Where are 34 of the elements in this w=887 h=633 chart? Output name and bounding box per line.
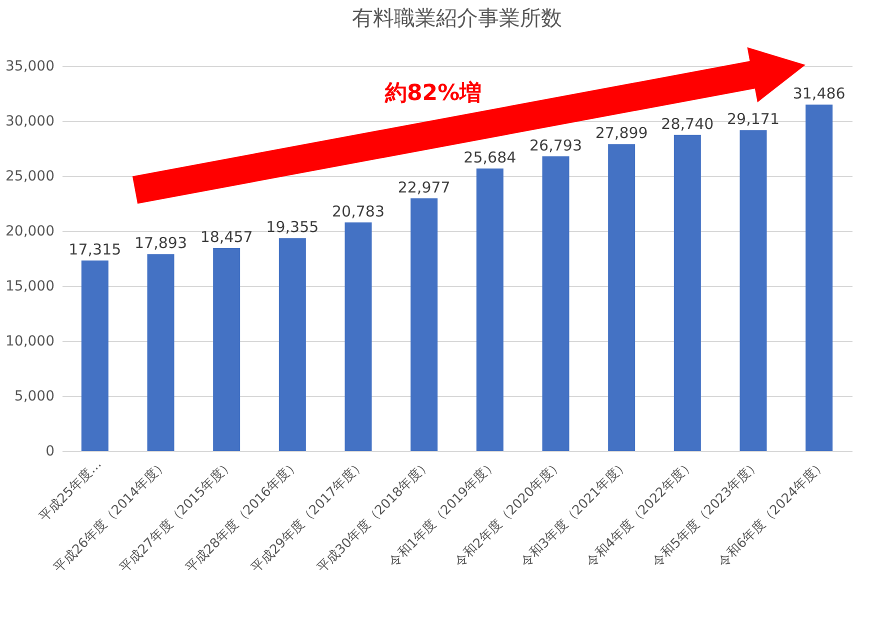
bar: [476, 168, 504, 451]
y-tick-label: 35,000: [6, 58, 54, 74]
data-label: 17,893: [134, 234, 187, 252]
bar: [147, 254, 174, 451]
bar: [81, 260, 108, 451]
bar: [410, 198, 438, 451]
data-label: 27,899: [595, 124, 648, 142]
data-label: 17,315: [68, 240, 122, 259]
data-label: 22,977: [398, 178, 450, 196]
data-label: 19,355: [266, 218, 319, 236]
annotation: 約82%増: [385, 81, 482, 106]
bar: [674, 134, 701, 451]
data-label: 29,171: [727, 110, 780, 128]
bar: [278, 238, 306, 451]
y-tick-label: 5,000: [14, 388, 54, 404]
bar: [740, 130, 767, 451]
bar: [608, 144, 636, 451]
data-label: 20,783: [332, 202, 384, 220]
y-tick-label: 30,000: [6, 114, 54, 130]
bar: [542, 156, 570, 451]
data-label: 25,684: [464, 148, 516, 166]
bar: [213, 248, 240, 451]
y-tick-label: 20,000: [6, 224, 54, 240]
data-label: 28,740: [661, 114, 714, 133]
bar: [806, 104, 833, 451]
data-label: 18,457: [200, 228, 253, 246]
data-label: 31,486: [792, 84, 846, 103]
y-tick-label: 0: [46, 444, 54, 460]
y-tick-label: 10,000: [6, 334, 54, 350]
chart-title: 有料職業紹介事業所数: [352, 6, 562, 30]
data-label: 26,793: [530, 136, 582, 154]
bar: [344, 222, 372, 451]
y-tick-label: 15,000: [6, 278, 54, 294]
y-tick-label: 25,000: [6, 168, 54, 184]
